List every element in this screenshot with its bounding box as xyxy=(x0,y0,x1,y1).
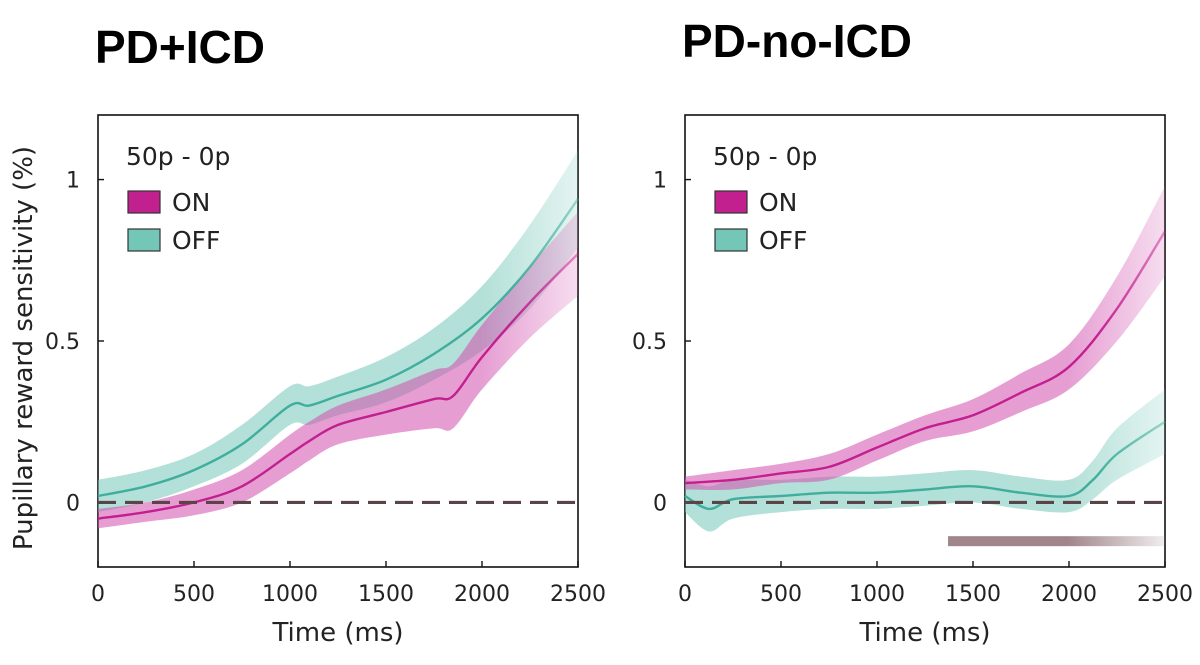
legend-swatch-on xyxy=(714,190,748,214)
panel-title-pd-icd: PD+ICD xyxy=(95,21,265,73)
x-tick-label: 500 xyxy=(173,582,215,607)
legend-label-on: ON xyxy=(172,188,210,217)
x-tick-label: 0 xyxy=(91,582,105,607)
band-off xyxy=(685,389,1165,532)
x-tick-label: 2000 xyxy=(454,582,510,607)
panel-title-pd-no-icd: PD-no-ICD xyxy=(682,15,912,67)
legend-label-on: ON xyxy=(759,188,797,217)
panel-pd-no-icd: 0 500 1000 1500 2000 2500 0 0.5 1 50p - 0p ON OFF Ti… xyxy=(632,114,1193,648)
legend-label-off: OFF xyxy=(172,226,220,255)
legend-swatch-off xyxy=(714,228,748,252)
x-tick-label: 1500 xyxy=(945,582,1001,607)
x-axis-label: Time (ms) xyxy=(858,618,990,648)
y-tick-label: 1 xyxy=(653,169,667,194)
legend-swatch-on xyxy=(127,190,161,214)
y-axis-label: Pupillary reward sensitivity (%) xyxy=(9,146,39,550)
x-tick-label: 0 xyxy=(678,582,692,607)
y-tick-label: 0.5 xyxy=(45,330,80,355)
x-axis-label: Time (ms) xyxy=(271,618,403,648)
x-tick-label: 1000 xyxy=(262,582,318,607)
series-line-on xyxy=(684,230,1167,485)
y-tick-label: 0.5 xyxy=(632,330,667,355)
x-tick-label: 2500 xyxy=(1137,582,1193,607)
band-on xyxy=(98,211,578,529)
y-tick-label: 0 xyxy=(653,491,667,516)
x-tick-label: 2500 xyxy=(550,582,606,607)
significance-bar xyxy=(948,536,1165,547)
series-line-off xyxy=(684,420,1166,511)
y-tick-label: 1 xyxy=(66,169,80,194)
x-tick-label: 1000 xyxy=(849,582,905,607)
x-tick-label: 1500 xyxy=(358,582,414,607)
series-line-off xyxy=(97,198,579,498)
legend-title: 50p - 0p xyxy=(126,142,230,171)
y-tick-label: 0 xyxy=(66,491,80,516)
legend-swatch-off xyxy=(127,228,161,252)
x-tick-label: 2000 xyxy=(1041,582,1097,607)
legend-title: 50p - 0p xyxy=(713,142,817,171)
x-tick-label: 500 xyxy=(760,582,802,607)
band-on xyxy=(685,186,1165,490)
panel-pd-icd: 0 500 1000 1500 2000 2500 0 0.5 1 50p - 0p ON OFF Ti… xyxy=(45,114,606,648)
legend-label-off: OFF xyxy=(759,226,807,255)
